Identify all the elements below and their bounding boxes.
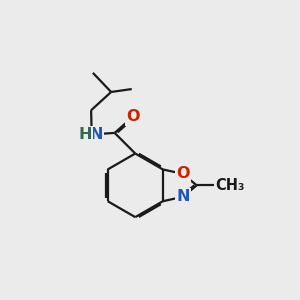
Text: CH₃: CH₃ — [215, 178, 245, 193]
Text: N: N — [176, 189, 190, 204]
Text: O: O — [176, 166, 190, 181]
Text: O: O — [126, 109, 140, 124]
Text: N: N — [89, 127, 103, 142]
Text: H: H — [79, 127, 92, 142]
